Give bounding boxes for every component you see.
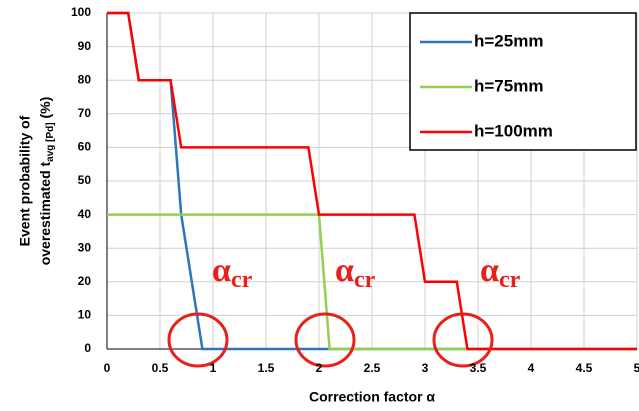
y-tick-label: 50 (78, 173, 92, 187)
y-label-end: (%) (37, 97, 53, 123)
x-tick-label: 1.5 (258, 361, 275, 375)
x-axis-label: Correction factor α (309, 389, 435, 405)
y-tick-label: 60 (78, 140, 92, 154)
annotation: αcr (212, 252, 253, 293)
ann-sub: cr (231, 267, 253, 293)
ann-sub: cr (499, 267, 521, 293)
annotations: αcr αcr αcr (167, 252, 521, 368)
y-tick-label: 80 (78, 72, 92, 86)
y-tick-label: 90 (78, 39, 92, 53)
ann-symbol: α (480, 252, 499, 289)
legend-label: h=75mm (474, 76, 543, 95)
y-tick-label: 0 (84, 341, 91, 355)
annotation: αcr (335, 252, 376, 293)
circle (432, 312, 494, 368)
x-tick-label: 3.5 (470, 361, 487, 375)
y-tick-label: 40 (78, 207, 92, 221)
y-axis-label: Event probability of (17, 115, 33, 246)
y-axis-label: overestimated tavg [Pd] (%) (37, 97, 56, 266)
legend-label: h=25mm (474, 31, 543, 50)
y-tick-label: 10 (78, 308, 92, 322)
legend: h=25mm h=75mm h=100mm (409, 12, 637, 151)
circle (167, 312, 229, 368)
x-tick-label: 0.5 (152, 361, 169, 375)
series-line (107, 11, 637, 351)
grid (106, 12, 638, 350)
x-tick-label: 4.5 (576, 361, 593, 375)
y-tick-label: 20 (78, 274, 92, 288)
ann-symbol: α (212, 252, 231, 289)
x-tick-label: 1 (210, 361, 217, 375)
ann-sub: cr (354, 267, 376, 293)
x-tick-label: 4 (528, 361, 535, 375)
y-label-sub: avg [Pd] (45, 122, 56, 161)
annotation: αcr (480, 252, 521, 293)
legend-box (409, 12, 637, 151)
x-tick-label: 3 (422, 361, 429, 375)
x-tick-label: 0 (104, 361, 111, 375)
y-tick-label: 30 (78, 240, 92, 254)
legend-label: h=100mm (474, 121, 553, 140)
lines (107, 11, 637, 351)
x-tick-label: 2 (316, 361, 323, 375)
ann-symbol: α (335, 252, 354, 289)
y-label-main: overestimated t (37, 161, 53, 265)
y-tick-label: 100 (71, 5, 91, 19)
x-tick-label: 5 (634, 361, 639, 375)
x-tick-label: 2.5 (364, 361, 381, 375)
y-tick-label: 70 (78, 106, 92, 120)
circle (294, 312, 356, 368)
